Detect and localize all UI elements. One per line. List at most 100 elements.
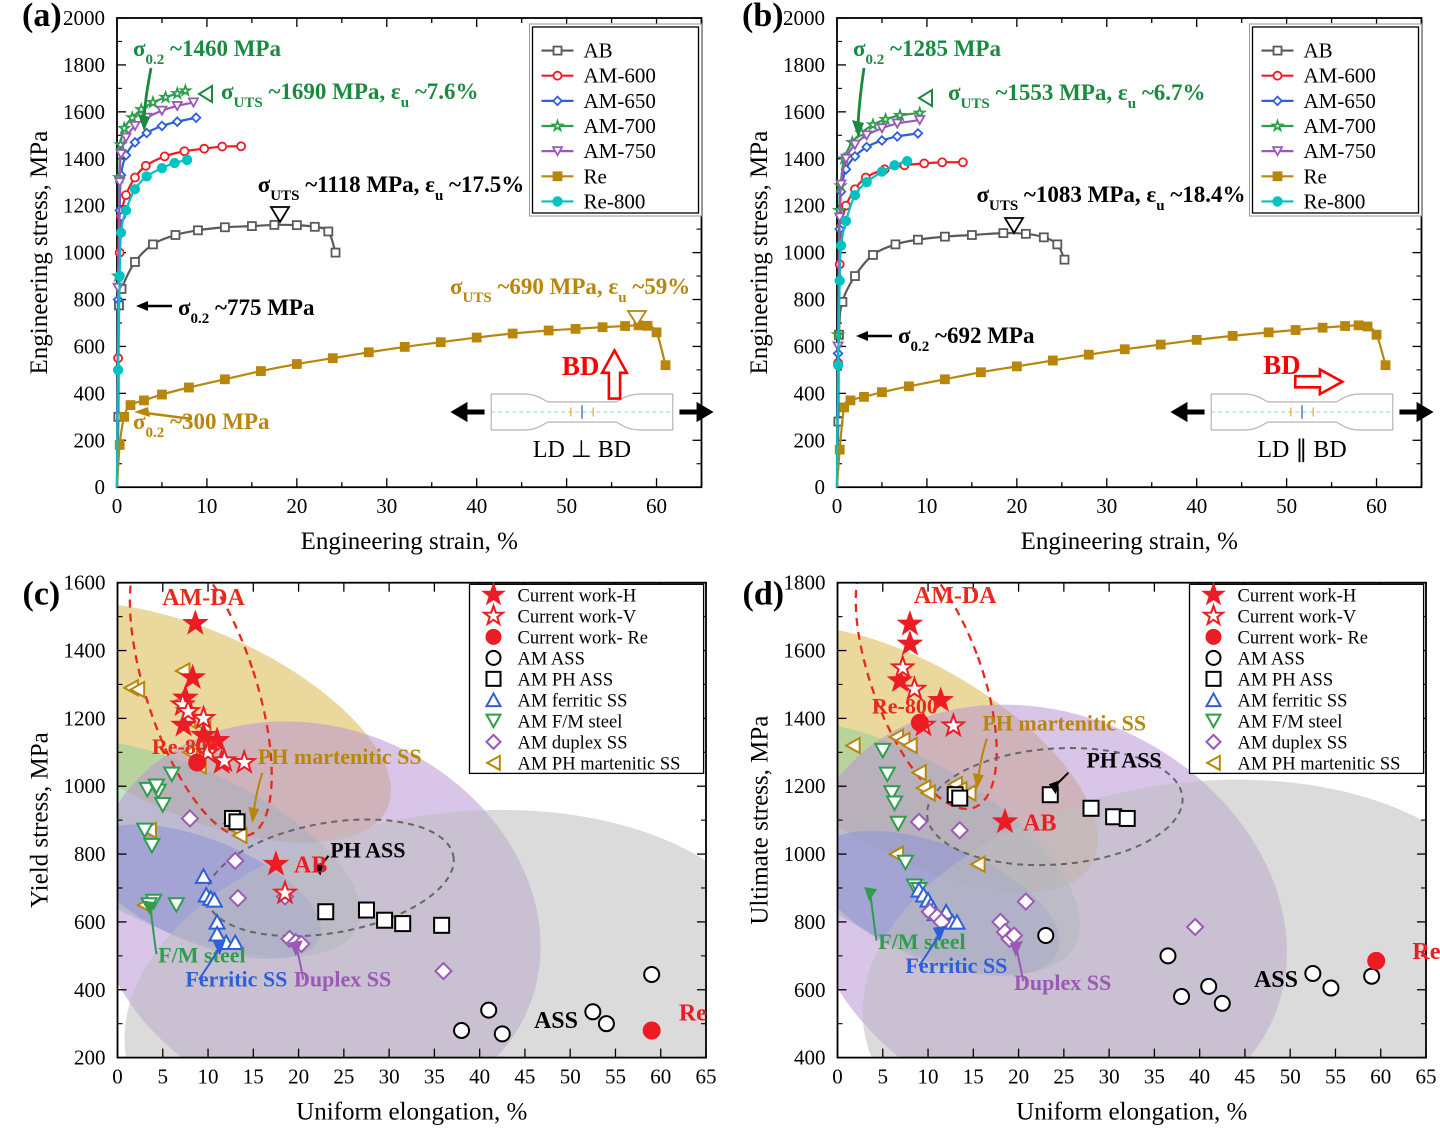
svg-text:AB: AB <box>1023 810 1056 836</box>
svg-text:Yield stress, MPa: Yield stress, MPa <box>27 732 54 908</box>
svg-text:Re: Re <box>584 164 607 188</box>
svg-text:Ultimate stress, MPa: Ultimate stress, MPa <box>747 715 774 924</box>
svg-text:55: 55 <box>1325 1064 1346 1088</box>
svg-text:0: 0 <box>112 1064 123 1088</box>
svg-text:800: 800 <box>74 842 106 866</box>
svg-text:1000: 1000 <box>64 774 106 798</box>
svg-text:Re-800: Re-800 <box>872 693 938 718</box>
svg-text:1200: 1200 <box>63 194 105 218</box>
svg-text:60: 60 <box>1366 494 1387 518</box>
svg-text:AM PH ASS: AM PH ASS <box>518 670 614 690</box>
svg-text:Engineering stress, MPa: Engineering stress, MPa <box>26 131 53 375</box>
svg-text:1600: 1600 <box>63 100 105 124</box>
svg-text:15: 15 <box>243 1064 264 1088</box>
svg-text:10: 10 <box>198 1064 219 1088</box>
svg-text:PH ASS: PH ASS <box>1086 747 1161 772</box>
svg-text:Re-800: Re-800 <box>584 189 646 213</box>
svg-text:Current work-H: Current work-H <box>1238 586 1357 606</box>
svg-text:30: 30 <box>1096 494 1117 518</box>
svg-text:Engineering stress, MPa: Engineering stress, MPa <box>746 131 773 375</box>
svg-text:AM-600: AM-600 <box>1304 64 1376 88</box>
svg-text:Duplex SS: Duplex SS <box>1014 969 1111 994</box>
svg-text:Current work-V: Current work-V <box>518 607 637 627</box>
svg-text:AM-750: AM-750 <box>584 139 656 163</box>
svg-text:BD: BD <box>1263 350 1301 380</box>
svg-text:AM-700: AM-700 <box>1304 114 1376 138</box>
svg-text:Uniform elongation, %: Uniform elongation, % <box>296 1098 527 1125</box>
svg-text:PH martenitic SS: PH martenitic SS <box>982 710 1146 735</box>
svg-text:AM PH martenitic SS: AM PH martenitic SS <box>1238 754 1401 774</box>
svg-text:PH martenitic SS: PH martenitic SS <box>258 744 422 769</box>
svg-text:1200: 1200 <box>783 194 825 218</box>
svg-text:800: 800 <box>794 909 826 933</box>
svg-text:Engineering strain, %: Engineering strain, % <box>1021 528 1238 555</box>
svg-text:1000: 1000 <box>63 241 105 265</box>
svg-text:AM duplex SS: AM duplex SS <box>1238 733 1348 753</box>
svg-text:F/M steel: F/M steel <box>878 929 965 954</box>
svg-text:0: 0 <box>832 494 843 518</box>
svg-text:AB: AB <box>294 852 327 878</box>
svg-text:Re-800: Re-800 <box>152 734 218 759</box>
svg-text:10: 10 <box>916 494 937 518</box>
svg-text:50: 50 <box>1276 494 1297 518</box>
svg-text:0: 0 <box>112 494 123 518</box>
svg-text:AM ASS: AM ASS <box>1238 649 1305 669</box>
svg-text:35: 35 <box>1144 1064 1165 1088</box>
svg-text:40: 40 <box>469 1064 490 1088</box>
svg-text:60: 60 <box>646 494 667 518</box>
svg-text:1400: 1400 <box>63 147 105 171</box>
svg-text:Engineering strain, %: Engineering strain, % <box>301 528 518 555</box>
svg-text:2000: 2000 <box>783 6 825 30</box>
svg-text:200: 200 <box>74 1045 106 1069</box>
svg-text:AM-650: AM-650 <box>584 89 656 113</box>
svg-text:ASS: ASS <box>534 1007 578 1033</box>
svg-text:Re: Re <box>1304 164 1327 188</box>
svg-text:Current work-V: Current work-V <box>1238 607 1357 627</box>
svg-text:1800: 1800 <box>63 53 105 77</box>
svg-text:AM F/M steel: AM F/M steel <box>518 712 623 732</box>
svg-text:Duplex SS: Duplex SS <box>294 966 391 991</box>
svg-text:2000: 2000 <box>63 6 105 30</box>
svg-text:Re: Re <box>679 1000 707 1026</box>
svg-text:(b): (b) <box>742 0 784 34</box>
svg-text:1600: 1600 <box>64 570 106 594</box>
svg-text:AM ferritic SS: AM ferritic SS <box>518 691 628 711</box>
svg-text:AM-600: AM-600 <box>584 64 656 88</box>
svg-text:40: 40 <box>466 494 487 518</box>
svg-text:45: 45 <box>514 1064 535 1088</box>
svg-text:200: 200 <box>74 428 106 452</box>
svg-text:LD ∥ BD: LD ∥ BD <box>1257 437 1346 463</box>
svg-text:600: 600 <box>74 334 106 358</box>
svg-text:1400: 1400 <box>783 147 825 171</box>
svg-text:30: 30 <box>1099 1064 1120 1088</box>
svg-text:200: 200 <box>794 428 826 452</box>
svg-text:25: 25 <box>1053 1064 1074 1088</box>
svg-text:1400: 1400 <box>64 638 106 662</box>
svg-text:AM-650: AM-650 <box>1304 89 1376 113</box>
svg-text:0: 0 <box>95 475 106 499</box>
svg-text:(c): (c) <box>23 575 61 612</box>
svg-text:AB: AB <box>584 39 613 63</box>
svg-text:35: 35 <box>424 1064 445 1088</box>
svg-text:Ferritic SS: Ferritic SS <box>905 952 1007 977</box>
svg-text:400: 400 <box>74 977 106 1001</box>
svg-text:60: 60 <box>1370 1064 1391 1088</box>
svg-text:20: 20 <box>288 1064 309 1088</box>
svg-text:LD ⊥ BD: LD ⊥ BD <box>533 437 631 463</box>
svg-text:1200: 1200 <box>784 774 826 798</box>
svg-text:40: 40 <box>1186 494 1207 518</box>
svg-text:65: 65 <box>1416 1064 1437 1088</box>
svg-text:AM-750: AM-750 <box>1304 139 1376 163</box>
svg-text:1800: 1800 <box>783 53 825 77</box>
svg-text:Current work- Re: Current work- Re <box>518 628 649 648</box>
svg-text:Current work- Re: Current work- Re <box>1238 628 1369 648</box>
svg-text:400: 400 <box>794 1045 826 1069</box>
svg-text:AM-DA: AM-DA <box>914 583 997 609</box>
svg-text:1400: 1400 <box>784 706 826 730</box>
svg-text:20: 20 <box>1008 1064 1029 1088</box>
svg-text:Uniform elongation, %: Uniform elongation, % <box>1016 1098 1247 1125</box>
svg-text:BD: BD <box>562 351 600 381</box>
svg-text:600: 600 <box>794 334 826 358</box>
svg-text:F/M steel: F/M steel <box>158 942 245 967</box>
svg-text:60: 60 <box>650 1064 671 1088</box>
